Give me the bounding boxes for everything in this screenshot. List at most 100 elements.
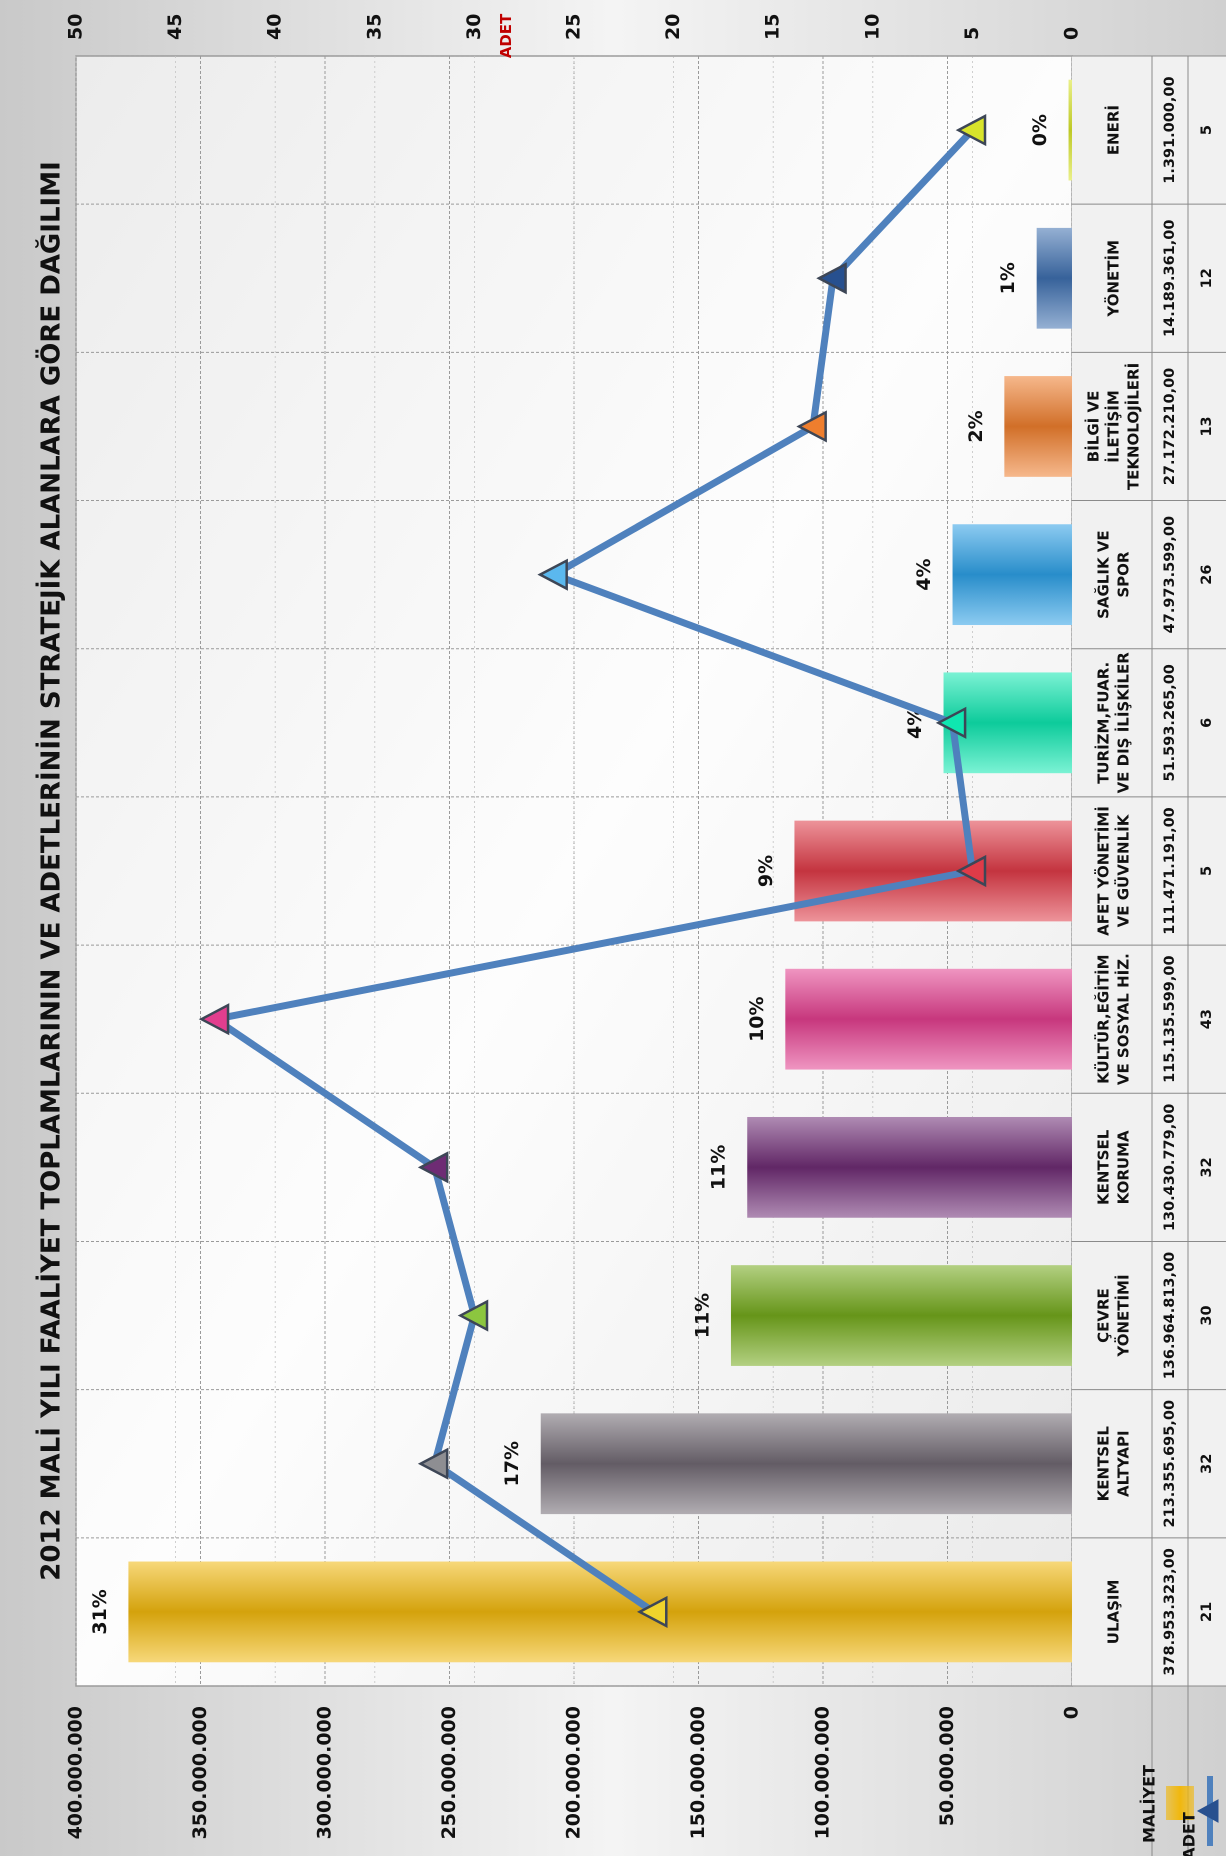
bar-percent-label: 17% [501,1441,523,1486]
table-cell-adet: 6 [1199,718,1215,728]
right-axis-tick-label: 20 [662,14,684,40]
category-label-line: SPOR [1115,551,1133,598]
category-label-line: SAĞLIK VE [1094,530,1113,619]
bar-6 [794,820,1072,922]
category-label: TURİZM,FUAR. VE DIŞ İLİŞKİLER [1094,652,1133,794]
right-axis-tick-label: 30 [463,14,485,40]
adet-marker [955,114,987,147]
bar-percent-label: 31% [89,1589,111,1634]
right-axis-tick-label: 15 [762,14,784,40]
category-label: KENTSEL KORUMA [1095,1129,1133,1205]
bar-percent-label: 10% [746,996,768,1041]
bar-percent-label: 11% [691,1293,713,1338]
left-axis-tick-label: 200.000.000 [563,1706,585,1839]
category-label: ÇEVRE YÖNETİMİ [1095,1274,1133,1357]
category-label: ENERİ [1104,105,1123,155]
left-axis-tick-label: 400.000.000 [65,1706,87,1839]
bar-percent-label: 1% [997,262,1019,294]
category-label-line: BİLGİ VE [1084,391,1103,463]
category-label-line: TURİZM,FUAR. [1094,662,1113,784]
legend: MALİYET ADET [1140,1765,1219,1856]
table-cell-adet: 30 [1199,1305,1215,1325]
table-cell-adet: 32 [1199,1454,1215,1474]
bar-percent-label: 2% [965,410,987,442]
category-label-line: YÖNETİMİ [1114,1274,1133,1357]
category-label: SAĞLIK VE SPOR [1094,530,1133,619]
right-axis-tick-label: 25 [563,14,585,40]
adet-marker [417,1151,449,1184]
table-cell-maliyet: 130.430.779,00 [1162,1104,1178,1232]
category-label-line: ÇEVRE [1095,1288,1113,1343]
table-cell-maliyet: 378.953.323,00 [1162,1548,1178,1676]
axes: 0 50.000.000 100.000.000 150.000.000 200.000… [65,13,1083,1839]
left-axis-tick-label: 100.000.000 [812,1706,834,1839]
left-axis-tick-label: 50.000.000 [936,1706,958,1826]
right-axis-tick-label: 0 [1061,27,1083,40]
category-label-line: KENTSEL [1095,1426,1113,1502]
right-axis-tick-label: 10 [861,14,883,40]
legend-marker-adet [1196,1799,1219,1823]
bar-percent-label: 4% [913,559,935,591]
table-cell-maliyet: 27.172.210,00 [1162,368,1178,485]
legend-label-adet: ADET [1180,1812,1199,1856]
table-cell-adet: 5 [1199,125,1215,135]
table-cell-maliyet: 51.593.265,00 [1162,664,1178,781]
adet-marker [537,558,568,591]
left-axis-tick-label: 350.000.000 [189,1706,211,1839]
data-table-bg [1072,56,1226,1686]
bar-percent-label: 11% [708,1145,730,1190]
adet-marker [457,1299,489,1332]
left-axis-tick-label: 0 [1061,1706,1083,1719]
bar-percent-label: 0% [1029,114,1051,146]
adet-marker [636,1595,668,1628]
adet-marker [796,410,827,443]
right-axis-tick-label: 35 [363,14,385,40]
category-label-line: AFET YÖNETİMİ [1094,806,1113,936]
bar-percent-label: 9% [755,855,777,887]
adet-marker [955,854,987,888]
adet-marker [198,1003,230,1036]
category-label-line: KORUMA [1115,1130,1133,1204]
table-cell-maliyet: 115.135.599,00 [1162,955,1178,1083]
bar-11 [1068,79,1072,181]
category-label-line: İLETİŞİM [1104,390,1123,463]
right-axis-tick-label: 40 [264,14,286,40]
table-cell-maliyet: 213.355.695,00 [1162,1400,1178,1528]
category-label-line: YÖNETİM [1104,240,1123,318]
legend-swatch-maliyet [1166,1786,1194,1820]
table-cell-adet: 13 [1199,416,1215,436]
right-axis-tick-label: 50 [65,14,87,40]
legend-label-maliyet: MALİYET [1140,1765,1159,1843]
line-series [198,114,987,1628]
table-cell-adet: 26 [1199,565,1215,585]
bar-3 [730,1265,1072,1366]
left-axis-tick-label: 250.000.000 [438,1706,460,1839]
table-cell-adet: 21 [1199,1602,1215,1622]
right-axis-title: ADET [497,13,515,58]
category-label: YÖNETİM [1104,240,1123,318]
chart-title: 2012 MALİ YILI FAALİYET TOPLAMLARININ VE… [34,161,67,1581]
table-cell-adet: 12 [1199,268,1215,288]
table-cell-maliyet: 136.964.813,00 [1162,1252,1178,1380]
table-cell-maliyet: 1.391.000,00 [1162,76,1178,183]
bar-2 [540,1413,1072,1515]
category-label: KÜLTÜR,EĞİTİM VE SOSYAL HİZ. [1094,953,1133,1085]
table-cell-adet: 5 [1199,866,1215,876]
left-axis-tick-label: 150.000.000 [687,1706,709,1839]
left-axis-tick-label: 300.000.000 [314,1706,336,1839]
bar-9 [1004,376,1072,477]
category-label-line: VE DIŞ İLİŞKİLER [1114,652,1133,794]
bar-percent-label: 4% [904,707,926,739]
table-cell-adet: 32 [1199,1157,1215,1177]
right-axis-tick-label: 45 [164,14,186,40]
category-label: AFET YÖNETİMİ VE GÜVENLİK [1094,806,1133,936]
bar-10 [1036,227,1072,329]
category-label-line: KENTSEL [1095,1129,1113,1205]
bar-4 [747,1116,1072,1218]
category-label-line: TEKNOLOJİLERİ [1124,363,1143,490]
table-cell-maliyet: 47.973.599,00 [1162,516,1178,633]
category-label-line: VE SOSYAL HİZ. [1114,953,1133,1085]
category-label: BİLGİ VE İLETİŞİM TEKNOLOJİLERİ [1084,363,1143,490]
